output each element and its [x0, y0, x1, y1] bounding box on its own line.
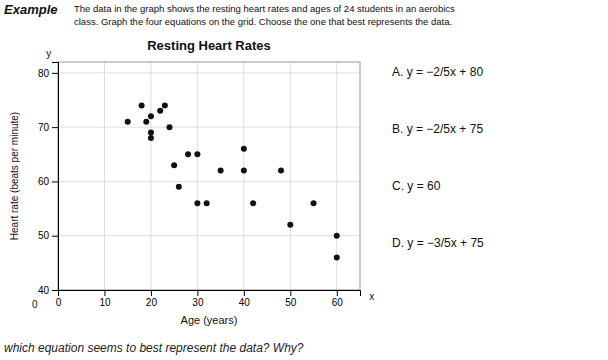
point [204, 200, 210, 206]
y-grid-line [58, 72, 360, 73]
x-tick: 50 [285, 290, 297, 308]
y-tick-mark [52, 181, 58, 182]
annotation: x [369, 291, 374, 302]
equation: C. y = 60 [392, 179, 441, 193]
x-tick-mark [337, 290, 338, 296]
plot-frame [58, 62, 360, 290]
x-axis-label: Age (years) [181, 314, 238, 326]
point [334, 233, 340, 239]
header: Example [4, 2, 57, 17]
y-tick-label: 80 [38, 68, 50, 79]
point [334, 254, 340, 260]
x-grid-line [197, 62, 198, 290]
x-tick: 20 [146, 290, 158, 308]
subtitle-line: The data in the graph shows the resting … [74, 3, 455, 14]
x-tick-label: 40 [239, 297, 251, 308]
point [171, 162, 177, 168]
annotation: 0 [32, 299, 38, 310]
y-tick: 50 [38, 230, 58, 241]
footer: which equation seems to best represent t… [4, 341, 304, 355]
y-grid-line [58, 127, 360, 128]
point [194, 151, 200, 157]
x-tick-label: 60 [332, 297, 344, 308]
x-axis-line [59, 291, 361, 297]
x-grid-line [104, 62, 105, 290]
y-tick-mark [52, 73, 58, 74]
y-tick: 80 [38, 68, 58, 79]
y-tick: 40 [38, 285, 58, 296]
title: Resting Heart Rates [147, 38, 271, 53]
x-tick-mark [151, 290, 152, 296]
point [139, 102, 145, 108]
x-tick-label: 10 [99, 297, 111, 308]
y-grid-line [58, 235, 360, 236]
y-axis: 40 50 60 70 80 [38, 63, 59, 296]
grid [58, 62, 360, 290]
x-grid-line [290, 62, 291, 290]
point [148, 113, 154, 119]
point [143, 119, 149, 125]
equation: A. y = −2/5x + 80 [392, 65, 483, 79]
point [148, 135, 154, 141]
point [241, 146, 247, 152]
x-tick-label: 0 [56, 297, 62, 308]
points [125, 102, 340, 260]
y-tick-label: 50 [38, 230, 50, 241]
subtitle: The data in the graph shows the resting … [74, 3, 455, 27]
point [278, 168, 284, 174]
point [287, 222, 293, 228]
x-tick: 10 [99, 290, 111, 308]
y-tick-label: 60 [38, 176, 50, 187]
y-axis-label: Heart rate (beats per minute) [9, 112, 20, 240]
x-tick: 60 [332, 290, 344, 308]
x-grid-line [150, 62, 151, 290]
point [218, 168, 224, 174]
point [176, 184, 182, 190]
x-tick-mark [197, 290, 198, 296]
annotation: y [46, 48, 51, 59]
y-tick: 70 [38, 122, 58, 133]
y-tick-label: 40 [38, 285, 50, 296]
plot: 0 10 20 30 40 50 60 40 50 60 70 80 Resting Heart Rat… [9, 38, 374, 326]
x-tick: 0 [56, 290, 62, 308]
x-tick: 40 [239, 290, 251, 308]
point [162, 102, 168, 108]
subtitle-line: class. Graph the four equations on the g… [74, 16, 452, 27]
point [167, 124, 173, 130]
y-tick-label: 70 [38, 122, 50, 133]
x-tick-mark [290, 290, 291, 296]
x-grid-line [243, 62, 244, 290]
x-tick-mark [244, 290, 245, 296]
x-tick-label: 20 [146, 297, 158, 308]
point [241, 168, 247, 174]
y-axis-line [52, 63, 59, 291]
point [185, 151, 191, 157]
y-tick-mark [52, 127, 58, 128]
point [125, 119, 131, 125]
x-tick-mark [104, 290, 105, 296]
equation: D. y = −3/5x + 75 [392, 236, 484, 250]
x-tick: 30 [192, 290, 204, 308]
y-tick-mark [52, 290, 58, 291]
point [157, 108, 163, 114]
x-tick-label: 30 [192, 297, 204, 308]
equation: B. y = −2/5x + 75 [392, 122, 483, 136]
y-tick: 60 [38, 176, 58, 187]
chart: Example The data in the graph shows the r… [0, 0, 608, 360]
x-axis: 0 10 20 30 40 50 60 [56, 290, 361, 308]
point [311, 200, 317, 206]
point [148, 130, 154, 136]
point [250, 200, 256, 206]
y-grid-line [58, 181, 360, 182]
point [194, 200, 200, 206]
x-tick-label: 50 [285, 297, 297, 308]
y-tick-mark [52, 236, 58, 237]
